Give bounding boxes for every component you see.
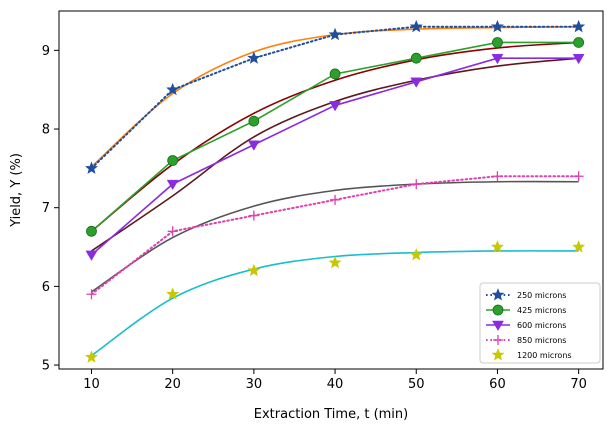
data-point-3-5 bbox=[410, 77, 423, 88]
data-point-3-1 bbox=[85, 250, 98, 261]
series-3 bbox=[85, 53, 585, 261]
data-point-4-4 bbox=[330, 194, 341, 205]
data-point-1-5 bbox=[409, 19, 423, 33]
legend-marker bbox=[491, 288, 505, 301]
data-point-3-2 bbox=[166, 179, 179, 191]
legend-label: 1200 microns bbox=[517, 351, 572, 360]
data-point-4-6 bbox=[492, 171, 503, 182]
legend-marker bbox=[491, 348, 505, 361]
data-point-2-2 bbox=[167, 155, 179, 166]
y-tick-label: 9 bbox=[42, 44, 50, 59]
x-tick-label: 10 bbox=[83, 377, 100, 392]
data-point-4-3 bbox=[248, 210, 259, 221]
x-tick-label: 40 bbox=[327, 377, 344, 392]
x-tick-label: 70 bbox=[570, 377, 587, 392]
legend-marker bbox=[492, 320, 504, 331]
fit-curve-4 bbox=[91, 180, 579, 293]
x-tick-label: 50 bbox=[408, 377, 425, 392]
data-point-5-3 bbox=[247, 263, 261, 277]
legend-marker bbox=[492, 304, 504, 316]
series-2 bbox=[86, 37, 585, 237]
data-point-4-7 bbox=[573, 171, 584, 182]
data-point-5-4 bbox=[328, 255, 342, 269]
data-point-3-6 bbox=[491, 53, 504, 65]
data-point-2-4 bbox=[329, 68, 341, 80]
data-series bbox=[84, 19, 586, 363]
x-tick-label: 30 bbox=[246, 377, 263, 392]
plot-frame bbox=[58, 10, 604, 370]
data-point-1-4 bbox=[328, 27, 342, 41]
y-tick-label: 7 bbox=[42, 201, 50, 216]
x-tick-label: 20 bbox=[164, 377, 181, 392]
legend-entry-2: 425 microns bbox=[486, 304, 566, 316]
legend-entry-4: 850 microns bbox=[486, 335, 566, 345]
data-point-3-4 bbox=[329, 101, 341, 112]
legend-label: 600 microns bbox=[517, 321, 566, 330]
data-point-1-6 bbox=[490, 19, 504, 33]
legend-marker bbox=[493, 335, 503, 345]
data-point-5-1 bbox=[84, 350, 98, 363]
data-point-1-3 bbox=[247, 51, 261, 64]
series-5 bbox=[84, 240, 586, 363]
legend: 250 microns 425 microns 600 microns 850 mic… bbox=[479, 282, 601, 364]
data-point-3-3 bbox=[247, 140, 260, 151]
data-point-2-1 bbox=[86, 225, 97, 237]
y-tick-label: 6 bbox=[42, 280, 50, 295]
y-tick-label: 5 bbox=[42, 359, 50, 374]
legend-entry-3: 600 microns bbox=[486, 320, 566, 331]
data-point-5-2 bbox=[166, 287, 180, 300]
legend-box bbox=[479, 282, 601, 364]
x-tick-label: 60 bbox=[489, 377, 506, 392]
data-point-4-2 bbox=[167, 226, 178, 237]
data-point-1-1 bbox=[84, 161, 98, 174]
series-4 bbox=[86, 171, 584, 300]
data-point-5-6 bbox=[490, 240, 504, 253]
legend-entry-5: 1200 microns bbox=[491, 348, 572, 361]
data-point-5-5 bbox=[409, 248, 423, 261]
legend-label: 425 microns bbox=[517, 306, 566, 315]
data-point-5-7 bbox=[572, 240, 586, 253]
legend-label: 850 microns bbox=[517, 336, 566, 345]
data-point-2-3 bbox=[248, 115, 260, 127]
axes: 10 20 30 40 50 60 70 5 6 7 8 9 bbox=[42, 44, 587, 392]
data-point-1-2 bbox=[166, 82, 180, 96]
data-point-2-5 bbox=[410, 52, 422, 64]
legend-entry-1: 250 microns bbox=[486, 288, 566, 301]
data-point-3-7 bbox=[572, 53, 585, 65]
series-1 bbox=[84, 19, 586, 174]
y-tick-label: 8 bbox=[42, 123, 50, 138]
data-point-1-7 bbox=[572, 19, 586, 33]
legend-label: 250 microns bbox=[517, 291, 566, 300]
x-axis-label: Extraction Time, t (min) bbox=[254, 407, 408, 422]
y-axis-label: Yield, Y (%) bbox=[9, 153, 24, 228]
data-point-4-5 bbox=[411, 179, 422, 190]
data-point-4-1 bbox=[86, 289, 97, 300]
data-point-2-7 bbox=[573, 37, 585, 48]
data-point-2-6 bbox=[492, 37, 503, 48]
